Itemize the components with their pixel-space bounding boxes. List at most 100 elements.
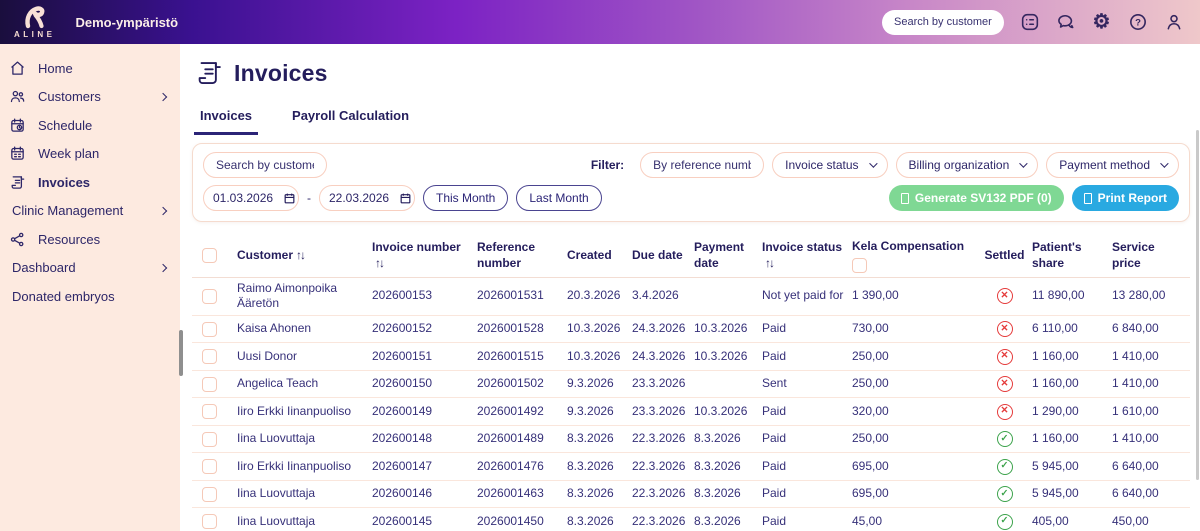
chevron-right-icon [158, 263, 168, 272]
row-checkbox[interactable] [202, 349, 217, 365]
table-row[interactable]: Iina Luovuttaja 202600148 2026001489 8.3… [192, 426, 1190, 454]
date-to-field[interactable] [319, 185, 415, 211]
sidebar-item-schedule[interactable]: Schedule [0, 111, 180, 140]
sidebar-item-home[interactable]: Home [0, 54, 180, 83]
topbar-search-input[interactable] [882, 9, 1004, 35]
settled-status-icon [996, 403, 1013, 420]
date-to-input[interactable] [329, 191, 391, 205]
cell-due-date: 23.3.2026 [632, 376, 686, 391]
row-checkbox[interactable] [202, 459, 217, 475]
aline-logo-icon [25, 6, 45, 29]
cell-patients-share: 1 160,00 [1032, 431, 1079, 446]
cell-customer: Iiro Erkki Iinanpuoliso [237, 403, 352, 418]
table-row[interactable]: Iiro Erkki Iinanpuoliso 202600149 202600… [192, 398, 1190, 426]
sidebar-scrollbar-thumb[interactable] [179, 330, 183, 376]
cell-created: 8.3.2026 [567, 513, 614, 528]
row-checkbox[interactable] [202, 404, 217, 420]
cell-customer: Angelica Teach [237, 376, 319, 391]
cell-created: 8.3.2026 [567, 486, 614, 501]
print-report-button[interactable]: Print Report [1071, 185, 1179, 211]
tab-invoices[interactable]: Invoices [194, 104, 259, 135]
cell-payment-date: 10.3.2026 [694, 348, 748, 363]
cell-due-date: 22.3.2026 [632, 458, 686, 473]
settled-status-icon [996, 321, 1013, 338]
date-from-input[interactable] [213, 191, 275, 205]
col-header-invoice-status[interactable]: Invoice status ↑↓ [762, 240, 843, 270]
sidebar-item-resources[interactable]: Resources [0, 225, 180, 254]
col-header-invoice-number[interactable]: Invoice number ↑↓ [372, 240, 461, 270]
settings-icon[interactable]: ⚙ [1092, 11, 1111, 33]
sidebar-item-customers[interactable]: Customers [0, 83, 180, 112]
payment-method-select[interactable]: Payment method [1046, 152, 1179, 178]
table-row[interactable]: Iina Luovuttaja 202600146 2026001463 8.3… [192, 481, 1190, 509]
help-icon[interactable]: ? [1127, 12, 1148, 33]
settled-status-icon [996, 486, 1013, 503]
cell-created: 20.3.2026 [567, 288, 621, 303]
cell-reference-number: 2026001450 [477, 513, 544, 528]
filter-label: Filter: [590, 158, 625, 172]
table-row[interactable]: Iina Luovuttaja 202600145 2026001450 8.3… [192, 508, 1190, 531]
schedule-icon [11, 118, 24, 132]
table-row[interactable]: Uusi Donor 202600151 2026001515 10.3.202… [192, 343, 1190, 371]
row-checkbox[interactable] [202, 514, 217, 530]
cell-kela-compensation: 1 390,00 [852, 288, 899, 303]
row-checkbox[interactable] [202, 486, 217, 502]
week-plan-icon [11, 146, 24, 161]
sort-icon: ↑↓ [375, 255, 385, 270]
cell-customer: Iina Luovuttaja [237, 486, 316, 501]
cell-created: 9.3.2026 [567, 376, 614, 391]
invoice-status-select[interactable]: Invoice status [772, 152, 888, 178]
sidebar-item-dashboard[interactable]: Dashboard [0, 254, 180, 283]
sidebar-item-label: Schedule [38, 117, 93, 133]
cell-invoice-number: 202600153 [372, 288, 433, 303]
cell-created: 9.3.2026 [567, 403, 614, 418]
cell-customer: Iina Luovuttaja [237, 513, 316, 528]
last-month-button[interactable]: Last Month [516, 185, 602, 211]
printer-icon [1083, 192, 1092, 204]
cell-patients-share: 6 110,00 [1032, 321, 1078, 336]
chevron-down-icon [1019, 159, 1028, 168]
row-checkbox[interactable] [202, 431, 217, 447]
select-all-checkbox[interactable] [202, 248, 217, 264]
this-month-button[interactable]: This Month [423, 185, 509, 211]
cell-patients-share: 1 160,00 [1032, 376, 1079, 391]
row-checkbox[interactable] [202, 376, 217, 392]
invoices-icon [11, 175, 25, 189]
col-header-customer[interactable]: Customer ↑↓ [237, 248, 306, 262]
customer-search-input[interactable] [203, 152, 327, 178]
table-row[interactable]: Kaisa Ahonen 202600152 2026001528 10.3.2… [192, 316, 1190, 344]
generate-sv132-pdf-button[interactable]: Generate SV132 PDF (0) [888, 185, 1064, 211]
sidebar-item-donated-embryos[interactable]: Donated embryos [0, 282, 180, 311]
tasks-icon[interactable] [1019, 12, 1040, 33]
reference-number-input[interactable] [640, 152, 765, 178]
cell-created: 10.3.2026 [567, 321, 621, 336]
profile-icon[interactable] [1163, 12, 1184, 33]
tab-payroll-calculation[interactable]: Payroll Calculation [292, 108, 410, 123]
settled-status-icon [996, 376, 1013, 393]
resources-icon [10, 232, 24, 247]
chat-icon[interactable] [1055, 12, 1076, 33]
environment-label: Demo-ympäristö [75, 14, 179, 30]
cell-invoice-number: 202600148 [372, 431, 433, 446]
cell-due-date: 22.3.2026 [632, 486, 686, 501]
page-scrollbar-thumb[interactable] [1196, 130, 1199, 480]
cell-reference-number: 2026001528 [477, 321, 544, 336]
cell-customer: Kaisa Ahonen [237, 321, 312, 336]
table-row[interactable]: Raimo Aimonpoika Ääretön 202600153 20260… [192, 278, 1190, 316]
billing-organization-select[interactable]: Billing organization [895, 152, 1039, 178]
row-checkbox[interactable] [202, 288, 217, 304]
col-header-created: Created [567, 248, 612, 262]
table-row[interactable]: Iiro Erkki Iinanpuoliso 202600147 202600… [192, 453, 1190, 481]
kela-filter-checkbox[interactable] [852, 257, 867, 273]
row-checkbox[interactable] [202, 321, 217, 337]
table-row[interactable]: Angelica Teach 202600150 2026001502 9.3.… [192, 371, 1190, 399]
date-from-field[interactable] [203, 185, 299, 211]
brand-logo[interactable]: ALINE [14, 5, 56, 39]
cell-payment-date: 10.3.2026 [694, 321, 748, 336]
cell-due-date: 22.3.2026 [632, 513, 686, 528]
cell-invoice-status: Paid [762, 321, 787, 336]
sidebar-item-week-plan[interactable]: Week plan [0, 140, 180, 169]
sidebar-item-clinic-management[interactable]: Clinic Management [0, 197, 180, 226]
sidebar-item-label: Donated embryos [12, 288, 115, 304]
sidebar-item-invoices[interactable]: Invoices [0, 168, 180, 197]
